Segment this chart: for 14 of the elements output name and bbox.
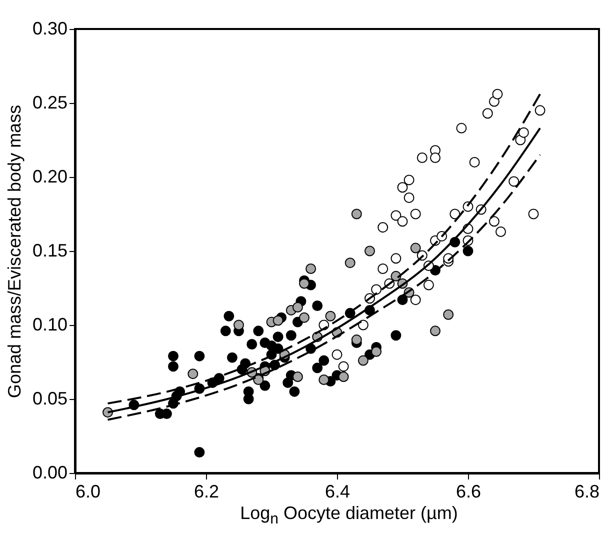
x-tick-label: 6.2 xyxy=(194,482,220,502)
x-axis-title: Log$_{n}$ Oocyte diameter (µm) xyxy=(239,503,459,528)
y-tick-label: 0.20 xyxy=(32,166,68,186)
x-tick-label: 6.0 xyxy=(76,482,101,502)
x-tick-label: 6.4 xyxy=(324,482,350,502)
y-tick-label: 0.30 xyxy=(32,18,68,38)
y-tick-label: 0.05 xyxy=(32,388,68,408)
y-tick-label: 0.00 xyxy=(32,462,68,482)
x-tick-label: 6.6 xyxy=(456,482,482,502)
y-tick-label: 0.15 xyxy=(32,240,68,260)
y-axis-title: Gonad mass/Eviscerated body mass xyxy=(4,104,24,398)
x-tick-label: 6.8 xyxy=(574,482,600,502)
y-tick-label: 0.10 xyxy=(32,314,68,334)
y-tick-label: 0.25 xyxy=(32,92,68,112)
